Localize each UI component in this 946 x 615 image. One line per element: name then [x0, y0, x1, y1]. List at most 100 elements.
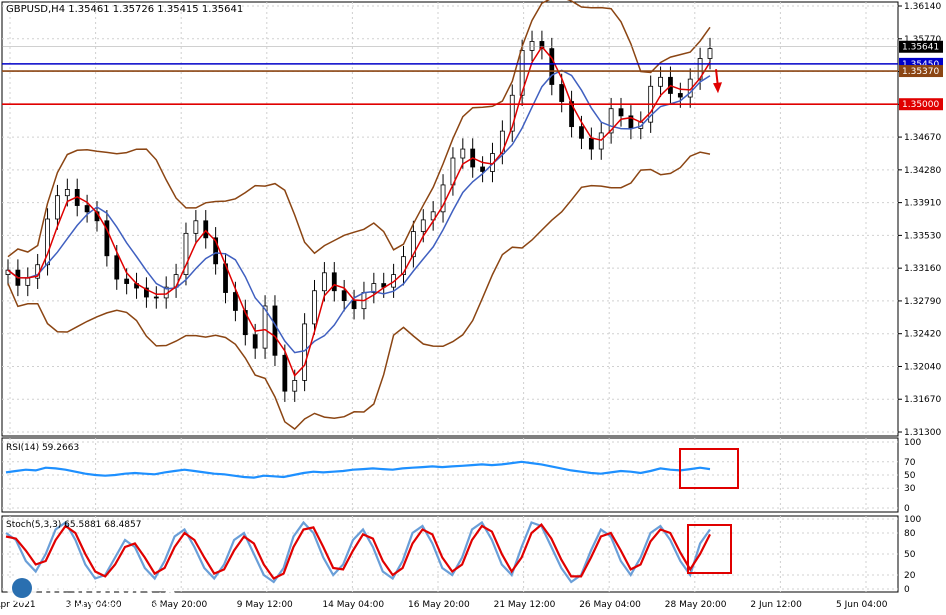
- instaforex-logo: instaforex Instant Forex Trading: [7, 573, 178, 612]
- y-tick-label: 100: [904, 515, 921, 525]
- slow-moving-average: [7, 69, 711, 354]
- candle-body: [371, 283, 377, 293]
- candle-body: [707, 48, 713, 59]
- y-tick-label: 70: [904, 458, 916, 468]
- candle-body: [144, 287, 149, 298]
- price-tag-label: 1.35450: [902, 60, 939, 70]
- candle-body: [64, 189, 70, 197]
- candle-body: [569, 101, 574, 128]
- x-tick-label: 14 May 04:00: [322, 600, 384, 610]
- y-tick-label: 0: [904, 504, 910, 514]
- y-tick-label: 1.33160: [904, 264, 941, 274]
- candle-body: [460, 148, 466, 159]
- candle-body: [579, 126, 584, 139]
- y-tick-label: 80: [904, 529, 916, 539]
- candle-body: [658, 76, 663, 87]
- candle-body: [608, 108, 614, 134]
- panel-frame: [1, 1, 899, 437]
- candle-body: [440, 184, 446, 213]
- candle-body: [104, 220, 110, 257]
- y-tick-label: 1.35770: [904, 35, 941, 45]
- indicator-line: [5, 460, 711, 479]
- candle-body: [539, 41, 545, 50]
- x-tick-label: 28 May 20:00: [665, 600, 727, 610]
- x-tick-label: 21 May 12:00: [494, 600, 556, 610]
- candle-body: [499, 130, 505, 154]
- indicator-line: [5, 520, 711, 584]
- x-tick-label: 3 May 04:00: [66, 600, 122, 610]
- y-tick-label: 1.32420: [904, 330, 941, 340]
- upper-band: [7, 0, 711, 258]
- candle-body: [193, 220, 199, 234]
- y-tick-label: 1.34280: [904, 166, 941, 176]
- candle-body: [331, 272, 337, 292]
- highlight-box: [687, 524, 732, 574]
- candle-body: [509, 94, 515, 132]
- candle-body: [213, 237, 219, 265]
- candle-body: [341, 290, 347, 301]
- candle-body: [203, 220, 209, 239]
- candle-body: [25, 277, 31, 286]
- stochastic-panel: [2, 518, 898, 590]
- y-tick-label: 50: [904, 550, 916, 560]
- y-tick-label: 1.33530: [904, 231, 941, 241]
- y-tick-label: 1.31670: [904, 395, 941, 405]
- candle-body: [519, 50, 525, 96]
- candle-body: [262, 305, 268, 349]
- rsi-label: RSI(14) 59.2663: [6, 443, 79, 453]
- candle-body: [420, 219, 426, 232]
- y-tick-label: 1.32040: [904, 362, 941, 372]
- y-tick-label: 30: [904, 484, 916, 494]
- price-tag: [899, 65, 943, 78]
- candle-body: [183, 232, 189, 275]
- brand-name: instaforex: [40, 574, 178, 602]
- y-tick-label: 1.31300: [904, 428, 941, 438]
- candle-body: [618, 108, 624, 117]
- main-price-plot: [2, 0, 898, 430]
- y-tick-label: 0: [904, 585, 910, 595]
- candle-body: [588, 137, 594, 150]
- candle-body: [124, 278, 130, 284]
- candle-body: [559, 84, 565, 102]
- candle-body: [252, 334, 258, 349]
- candle-body: [242, 310, 248, 336]
- candle-body: [292, 380, 298, 392]
- candle-body: [114, 255, 120, 280]
- x-tick-label: 2 Jun 12:00: [750, 600, 802, 610]
- candle-body: [401, 256, 406, 275]
- candle-body: [84, 205, 90, 213]
- candle-body: [351, 300, 357, 310]
- candle-body: [598, 132, 604, 150]
- y-tick-label: 1.36140: [904, 2, 941, 12]
- candle-body: [549, 48, 555, 85]
- y-tick-label: 20: [904, 571, 916, 581]
- candle-body: [312, 290, 317, 325]
- candle-body: [153, 296, 159, 299]
- down-arrow-head: [713, 82, 722, 94]
- y-tick-label: 1.34670: [904, 133, 941, 143]
- x-tick-label: 29 Apr 2021: [0, 600, 36, 610]
- price-tag-label: 1.35641: [902, 43, 939, 53]
- x-tick-label: 6 May 20:00: [151, 600, 207, 610]
- y-tick-label: 50: [904, 471, 916, 481]
- candle-body: [529, 41, 535, 51]
- x-tick-label: 26 May 04:00: [579, 600, 641, 610]
- lower-band: [7, 151, 711, 430]
- price-tag: [899, 98, 943, 111]
- x-tick-label: 9 May 12:00: [237, 600, 293, 610]
- candle-body: [480, 166, 485, 172]
- candle-body: [282, 354, 288, 392]
- rsi-panel: [2, 441, 898, 509]
- candle-body: [45, 218, 50, 266]
- chart-header: GBPUSD,H4 1.35461 1.35726 1.35415 1.3564…: [6, 4, 243, 15]
- y-tick-label: 1.33910: [904, 199, 941, 209]
- x-tick-label: 5 Jun 04:00: [836, 600, 888, 610]
- x-tick-label: 16 May 20:00: [408, 600, 470, 610]
- price-tag-label: 1.35370: [902, 67, 939, 77]
- candle-body: [302, 323, 308, 381]
- highlight-box: [679, 448, 739, 489]
- y-tick-label: 100: [904, 438, 921, 448]
- fast-moving-average: [7, 45, 711, 377]
- candle-body: [677, 93, 683, 98]
